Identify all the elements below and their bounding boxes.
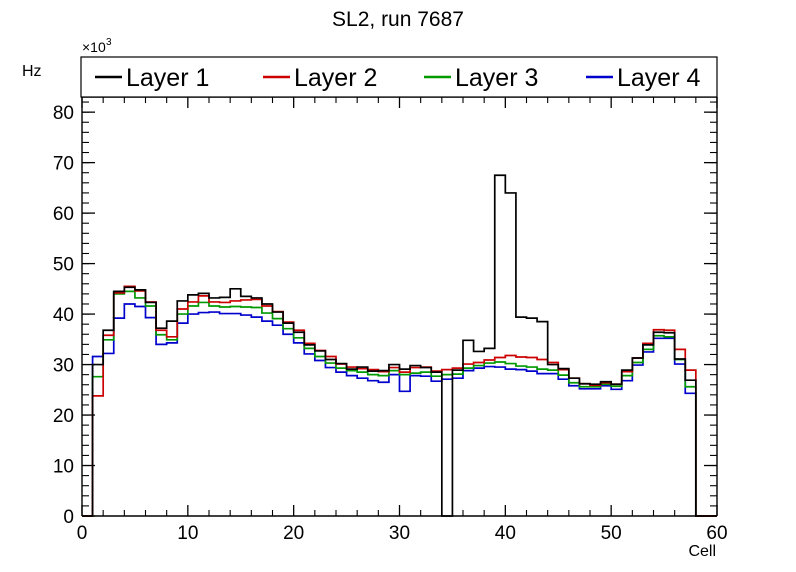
legend-label-layer-1: Layer 1 (126, 64, 209, 92)
y-tick-label: 40 (53, 305, 74, 326)
x-tick-label: 0 (77, 523, 88, 544)
series-line-layer-1 (82, 174, 717, 517)
y-tick-label: 30 (53, 356, 74, 377)
y-exponent-base: ×10 (82, 39, 106, 55)
y-tick-label: 70 (53, 154, 74, 175)
y-axis-ticks (82, 101, 717, 517)
y-tick-label: 50 (53, 255, 74, 276)
y-exponent-power: 3 (106, 37, 112, 48)
x-axis-tick-labels: 0 10 20 30 40 50 60 (77, 523, 728, 544)
y-tick-label: 20 (53, 406, 74, 427)
x-tick-label: 40 (495, 523, 516, 544)
data-series-group (82, 174, 717, 517)
y-tick-label: 0 (63, 507, 74, 528)
y-axis-label: Hz (22, 63, 42, 80)
x-tick-label: 10 (177, 523, 198, 544)
legend-label-layer-2: Layer 2 (294, 64, 377, 92)
x-tick-label: 50 (601, 523, 622, 544)
y-tick-label: 60 (53, 204, 74, 225)
x-tick-label: 20 (283, 523, 304, 544)
y-axis-exponent: ×10 3 (82, 37, 112, 55)
page-title: SL2, run 7687 (332, 8, 464, 31)
x-tick-label: 60 (706, 523, 727, 544)
legend-label-layer-3: Layer 3 (455, 64, 538, 92)
series-line-layer-4 (82, 303, 717, 517)
legend-label-layer-4: Layer 4 (617, 64, 700, 92)
y-tick-label: 80 (53, 103, 74, 124)
x-tick-label: 30 (389, 523, 410, 544)
y-axis-tick-labels: 0 10 20 30 40 50 60 70 80 (53, 103, 74, 528)
y-tick-label: 10 (53, 457, 74, 478)
legend: Layer 1 Layer 2 Layer 3 Layer 4 (80, 56, 718, 98)
x-axis-label: Cell (688, 543, 716, 560)
